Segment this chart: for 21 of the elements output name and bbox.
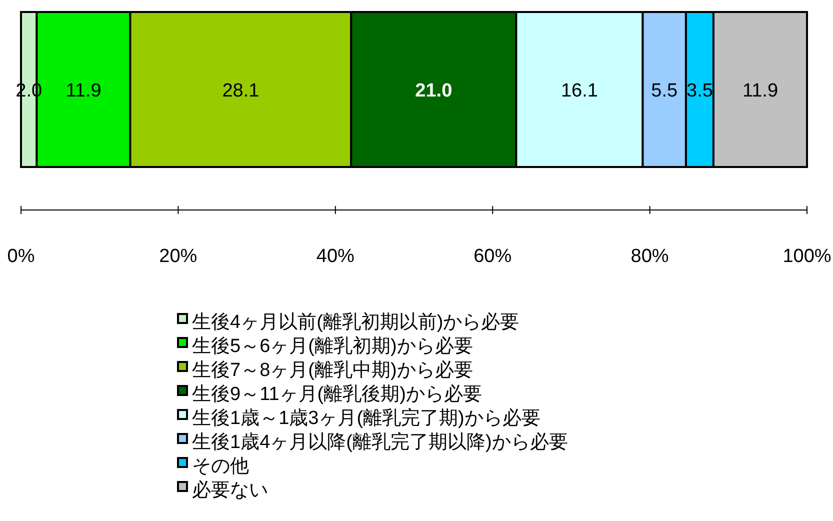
data-label: 16.1 (560, 80, 598, 102)
data-label: 11.9 (742, 80, 778, 102)
x-tick-label: 80% (630, 246, 669, 267)
legend-label: 生後5～6ヶ月(離乳初期)から必要 (192, 335, 473, 357)
data-label: 21.0 (415, 80, 452, 102)
legend-label: 必要ない (192, 480, 268, 501)
legend-label: その他 (192, 456, 249, 477)
x-tick-label: 20% (159, 246, 198, 267)
data-label: 28.1 (222, 80, 260, 102)
data-label: 3.5 (686, 80, 713, 102)
x-tick-label: 100% (782, 246, 832, 267)
data-label: 11.9 (66, 80, 102, 102)
legend-label: 生後1歳～1歳3ヶ月(離乳完了期)から必要 (192, 407, 540, 429)
legend-label: 生後4ヶ月以前(離乳初期以前)から必要 (192, 311, 520, 333)
x-tick-label: 60% (474, 246, 512, 267)
x-tick-label: 40% (316, 246, 355, 267)
legend-label: 生後1歳4ヶ月以降(離乳完了期以降)から必要 (192, 431, 568, 453)
legend-label: 生後9～11ヶ月(離乳後期)から必要 (192, 384, 482, 405)
data-label: 5.5 (651, 80, 678, 102)
legend-label: 生後7～8ヶ月(離乳中期)から必要 (192, 360, 473, 381)
x-tick-label: 0% (7, 246, 35, 267)
